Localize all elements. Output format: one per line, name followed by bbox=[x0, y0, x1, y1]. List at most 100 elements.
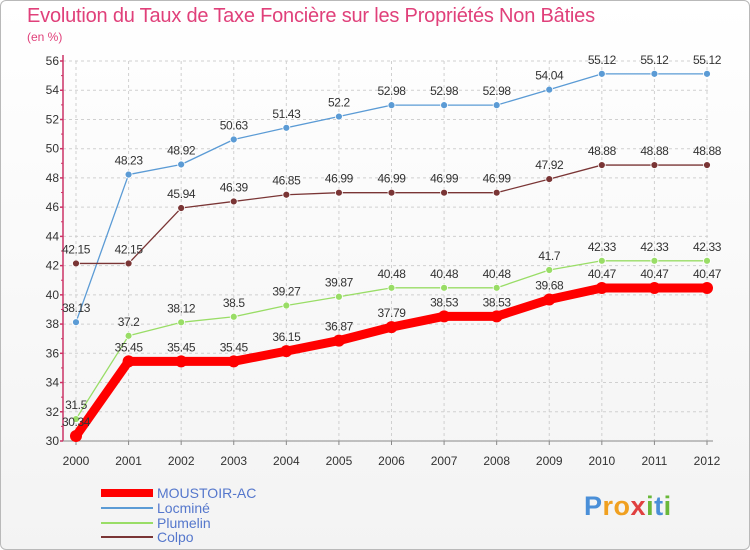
data-point bbox=[438, 310, 451, 323]
data-label: 46.99 bbox=[430, 172, 459, 186]
chart-title: Evolution du Taux de Taxe Foncière sur l… bbox=[27, 5, 595, 27]
y-tick-label: 48 bbox=[46, 171, 60, 185]
data-label: 36.87 bbox=[325, 320, 354, 334]
data-label: 40.48 bbox=[377, 267, 406, 281]
y-tick-label: 36 bbox=[46, 346, 60, 360]
data-label: 48.88 bbox=[640, 144, 669, 158]
data-label: 41.7 bbox=[538, 249, 560, 263]
data-point bbox=[597, 69, 606, 78]
legend-label: MOUSTOIR-AC bbox=[157, 485, 257, 501]
proxiti-logo: Proxiti bbox=[584, 491, 672, 522]
data-point bbox=[595, 281, 608, 294]
data-label: 39.87 bbox=[325, 276, 354, 290]
x-tick-label: 2009 bbox=[536, 454, 563, 468]
data-point bbox=[72, 318, 80, 327]
data-label: 37.2 bbox=[118, 315, 140, 329]
series-layer bbox=[70, 69, 713, 443]
data-point bbox=[545, 85, 554, 94]
y-tick-label: 44 bbox=[46, 229, 60, 243]
logo-letter: i bbox=[646, 491, 655, 521]
chart-unit-label: (en %) bbox=[27, 30, 63, 44]
data-label: 42.33 bbox=[588, 240, 617, 254]
data-label: 55.12 bbox=[640, 53, 669, 67]
data-label: 35.45 bbox=[115, 340, 144, 354]
legend-item: Colpo bbox=[101, 529, 194, 545]
data-label: 40.47 bbox=[588, 267, 617, 281]
legend-label: Locminé bbox=[157, 500, 210, 516]
data-point bbox=[387, 283, 396, 292]
data-label: 35.45 bbox=[220, 340, 249, 354]
logo-letter: o bbox=[613, 491, 631, 521]
data-point bbox=[124, 259, 133, 268]
y-tick-label: 42 bbox=[46, 259, 60, 273]
data-point bbox=[229, 197, 238, 206]
y-tick-label: 54 bbox=[46, 83, 60, 97]
data-label: 55.12 bbox=[588, 53, 617, 67]
legend-swatch bbox=[101, 489, 153, 497]
data-point bbox=[648, 281, 661, 294]
data-point bbox=[177, 160, 186, 169]
y-tick-label: 34 bbox=[46, 376, 60, 390]
data-point bbox=[492, 283, 501, 292]
logo-letter: i bbox=[663, 491, 672, 521]
y-tick-label: 40 bbox=[46, 288, 60, 302]
y-tick-label: 46 bbox=[46, 200, 60, 214]
data-label: 39.68 bbox=[535, 279, 564, 293]
data-point bbox=[227, 355, 240, 368]
data-label: 42.33 bbox=[693, 240, 722, 254]
data-point bbox=[72, 415, 80, 423]
data-label: 46.99 bbox=[483, 172, 512, 186]
logo-letter: r bbox=[602, 491, 614, 521]
data-label: 42.15 bbox=[62, 242, 91, 256]
data-label: 38.53 bbox=[483, 295, 512, 309]
logo-letter: P bbox=[584, 491, 603, 521]
x-tick-label: 2010 bbox=[588, 454, 615, 468]
data-label: 55.12 bbox=[693, 53, 722, 67]
data-label: 36.15 bbox=[272, 330, 301, 344]
data-point bbox=[332, 334, 345, 347]
data-point bbox=[124, 331, 133, 340]
data-label: 46.99 bbox=[325, 172, 354, 186]
data-point bbox=[177, 318, 186, 327]
x-tick-label: 2012 bbox=[694, 454, 721, 468]
y-tick-label: 32 bbox=[46, 405, 60, 419]
data-label: 46.85 bbox=[272, 174, 301, 188]
data-label: 48.88 bbox=[693, 144, 722, 158]
logo-letter: x bbox=[630, 491, 647, 521]
data-label: 52.2 bbox=[328, 96, 350, 110]
data-point bbox=[175, 355, 188, 368]
data-point bbox=[650, 161, 659, 169]
legend-label: Plumelin bbox=[157, 515, 211, 531]
data-point bbox=[387, 101, 396, 110]
data-point bbox=[492, 101, 501, 110]
y-tick-label: 30 bbox=[46, 434, 60, 448]
data-point bbox=[70, 430, 82, 443]
data-point bbox=[597, 256, 606, 265]
data-point bbox=[440, 283, 448, 292]
data-point bbox=[703, 161, 711, 169]
data-label: 50.63 bbox=[220, 118, 249, 132]
legend-label: Colpo bbox=[157, 529, 194, 545]
data-point bbox=[543, 293, 556, 306]
y-tick-label: 56 bbox=[46, 54, 60, 68]
y-tick-label: 50 bbox=[46, 142, 60, 156]
data-point bbox=[701, 281, 713, 294]
x-tick-label: 2003 bbox=[220, 454, 247, 468]
axis-layer: 30 32 34 36 38 40 42 44 46 48 50 52 54 56 2000 2001 2002… bbox=[46, 54, 721, 468]
data-label: 39.27 bbox=[272, 285, 301, 299]
data-label: 42.33 bbox=[640, 240, 669, 254]
data-point bbox=[229, 135, 238, 144]
data-point bbox=[282, 123, 291, 132]
x-tick-label: 2000 bbox=[63, 454, 90, 468]
y-tick-label: 52 bbox=[46, 112, 60, 126]
data-label: 38.12 bbox=[167, 301, 196, 315]
x-tick-label: 2011 bbox=[642, 454, 668, 468]
data-point bbox=[335, 188, 343, 197]
data-label: 30.34 bbox=[62, 415, 91, 429]
data-point bbox=[280, 345, 293, 358]
data-label: 40.47 bbox=[640, 267, 669, 281]
data-label: 38.5 bbox=[223, 296, 245, 310]
legend-item: Locminé bbox=[101, 500, 210, 516]
